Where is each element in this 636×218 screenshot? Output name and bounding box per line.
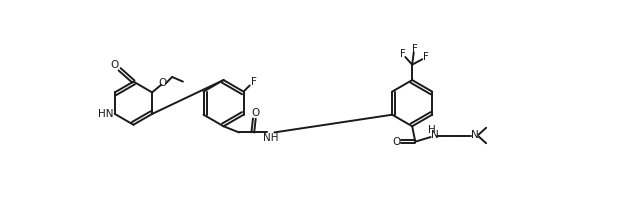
Text: O: O (159, 78, 167, 88)
Text: F: F (400, 49, 406, 59)
Text: O: O (251, 108, 259, 118)
Text: F: F (251, 77, 256, 87)
Text: H: H (427, 125, 435, 135)
Text: N: N (471, 131, 479, 140)
Text: NH: NH (263, 133, 279, 143)
Text: O: O (110, 60, 118, 70)
Text: F: F (411, 44, 417, 54)
Text: F: F (423, 52, 429, 62)
Text: O: O (392, 137, 400, 147)
Text: N: N (431, 131, 438, 140)
Text: HN: HN (98, 109, 113, 119)
